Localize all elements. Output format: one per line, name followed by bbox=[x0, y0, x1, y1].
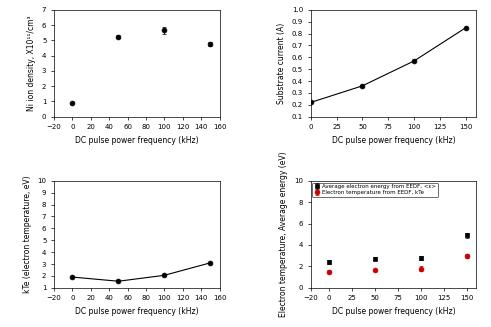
X-axis label: DC pulse power frequency (kHz): DC pulse power frequency (kHz) bbox=[331, 136, 455, 145]
Y-axis label: Ni ion density, X10¹¹/cm³: Ni ion density, X10¹¹/cm³ bbox=[27, 15, 36, 111]
X-axis label: DC pulse power frequency (kHz): DC pulse power frequency (kHz) bbox=[75, 136, 199, 145]
Y-axis label: Electron temperature, Average energy (eV): Electron temperature, Average energy (eV… bbox=[279, 151, 289, 317]
Y-axis label: kTe (electron temperature, eV): kTe (electron temperature, eV) bbox=[23, 176, 32, 293]
Legend: Average electron energy from EEDF, <ε>, Electron temperature from EEDF, kTe: Average electron energy from EEDF, <ε>, … bbox=[312, 182, 438, 197]
Y-axis label: Substrate current (A): Substrate current (A) bbox=[277, 23, 286, 104]
X-axis label: DC pulse power frequency (kHz): DC pulse power frequency (kHz) bbox=[75, 307, 199, 316]
X-axis label: DC pulse power frequency (kHz): DC pulse power frequency (kHz) bbox=[331, 307, 455, 316]
